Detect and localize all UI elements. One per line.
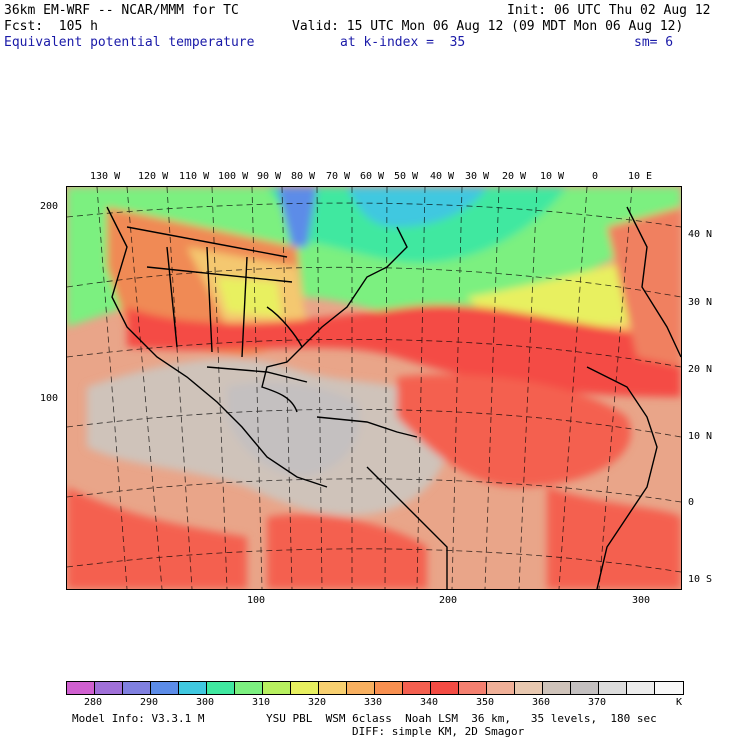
colorbar-swatch: [515, 682, 543, 694]
colorbar-tick: 290: [140, 697, 159, 708]
colorbar-swatch: [403, 682, 431, 694]
colorbar-swatch: [655, 682, 683, 694]
diffusion-info: DIFF: simple KM, 2D Smagor: [352, 725, 525, 738]
lat-label: 0: [688, 497, 695, 508]
model-info: Model Info: V3.3.1 M: [72, 712, 205, 725]
lon-label: 0: [592, 171, 599, 182]
colorbar-swatch: [347, 682, 375, 694]
lon-label: 130 W: [90, 171, 121, 182]
colorbar-swatch: [291, 682, 319, 694]
colorbar-swatch: [431, 682, 459, 694]
colorbar-swatch: [571, 682, 599, 694]
colorbar-swatch: [627, 682, 655, 694]
colorbar-swatch: [179, 682, 207, 694]
lon-label: 30 W: [465, 171, 490, 182]
colorbar-swatch: [151, 682, 179, 694]
colorbar-tick: 340: [420, 697, 439, 708]
colorbar-swatch: [67, 682, 95, 694]
grid-y-label: 200: [40, 201, 59, 212]
colorbar-tick: 360: [532, 697, 551, 708]
grid-y-label: 100: [40, 393, 59, 404]
colorbar-tick: 320: [308, 697, 327, 708]
colorbar-tick: 350: [476, 697, 495, 708]
colorbar-unit: K: [676, 697, 683, 708]
field-name: Equivalent potential temperature: [4, 35, 255, 50]
lon-label: 60 W: [360, 171, 385, 182]
vertical-level: at k-index = 35: [340, 35, 466, 50]
theta-e-map: [66, 186, 682, 590]
colorbar-tick: 370: [588, 697, 607, 708]
lon-label: 70 W: [326, 171, 351, 182]
colorbar-swatch: [235, 682, 263, 694]
colorbar-swatch: [543, 682, 571, 694]
init-time: Init: 06 UTC Thu 02 Aug 12: [507, 3, 711, 18]
model-title: 36km EM-WRF -- NCAR/MMM for TC: [4, 3, 239, 18]
lon-label: 100 W: [218, 171, 249, 182]
colorbar-tick: 300: [196, 697, 215, 708]
lat-label: 10 N: [688, 431, 713, 442]
lon-label: 80 W: [291, 171, 316, 182]
grid-x-label: 100: [247, 595, 266, 606]
physics-info: YSU PBL WSM 6class Noah LSM 36 km, 35 le…: [266, 712, 657, 725]
map-graphic: [67, 187, 681, 589]
colorbar-swatch: [487, 682, 515, 694]
lon-label: 10 W: [540, 171, 565, 182]
colorbar-swatch: [599, 682, 627, 694]
colorbar-swatch: [95, 682, 123, 694]
lon-label: 90 W: [257, 171, 282, 182]
colorbar-swatch: [263, 682, 291, 694]
colorbar-swatch: [207, 682, 235, 694]
smoothing: sm= 6: [634, 35, 674, 50]
lon-label: 110 W: [179, 171, 210, 182]
colorbar-swatch: [375, 682, 403, 694]
lat-label: 30 N: [688, 297, 713, 308]
lat-label: 40 N: [688, 229, 713, 240]
forecast-hour: Fcst: 105 h: [4, 19, 98, 34]
colorbar-tick: 330: [364, 697, 383, 708]
lon-label: 50 W: [394, 171, 419, 182]
colorbar-swatch: [319, 682, 347, 694]
grid-x-label: 200: [439, 595, 458, 606]
colorbar-swatch: [459, 682, 487, 694]
lon-label: 120 W: [138, 171, 169, 182]
colorbar: [66, 681, 684, 695]
colorbar-tick: 280: [84, 697, 103, 708]
lon-label: 20 W: [502, 171, 527, 182]
grid-x-label: 300: [632, 595, 651, 606]
lon-label: 10 E: [628, 171, 653, 182]
colorbar-swatch: [123, 682, 151, 694]
colorbar-tick: 310: [252, 697, 271, 708]
valid-time: Valid: 15 UTC Mon 06 Aug 12 (09 MDT Mon …: [292, 19, 684, 34]
lat-label: 10 S: [688, 574, 713, 585]
lat-label: 20 N: [688, 364, 713, 375]
lon-label: 40 W: [430, 171, 455, 182]
